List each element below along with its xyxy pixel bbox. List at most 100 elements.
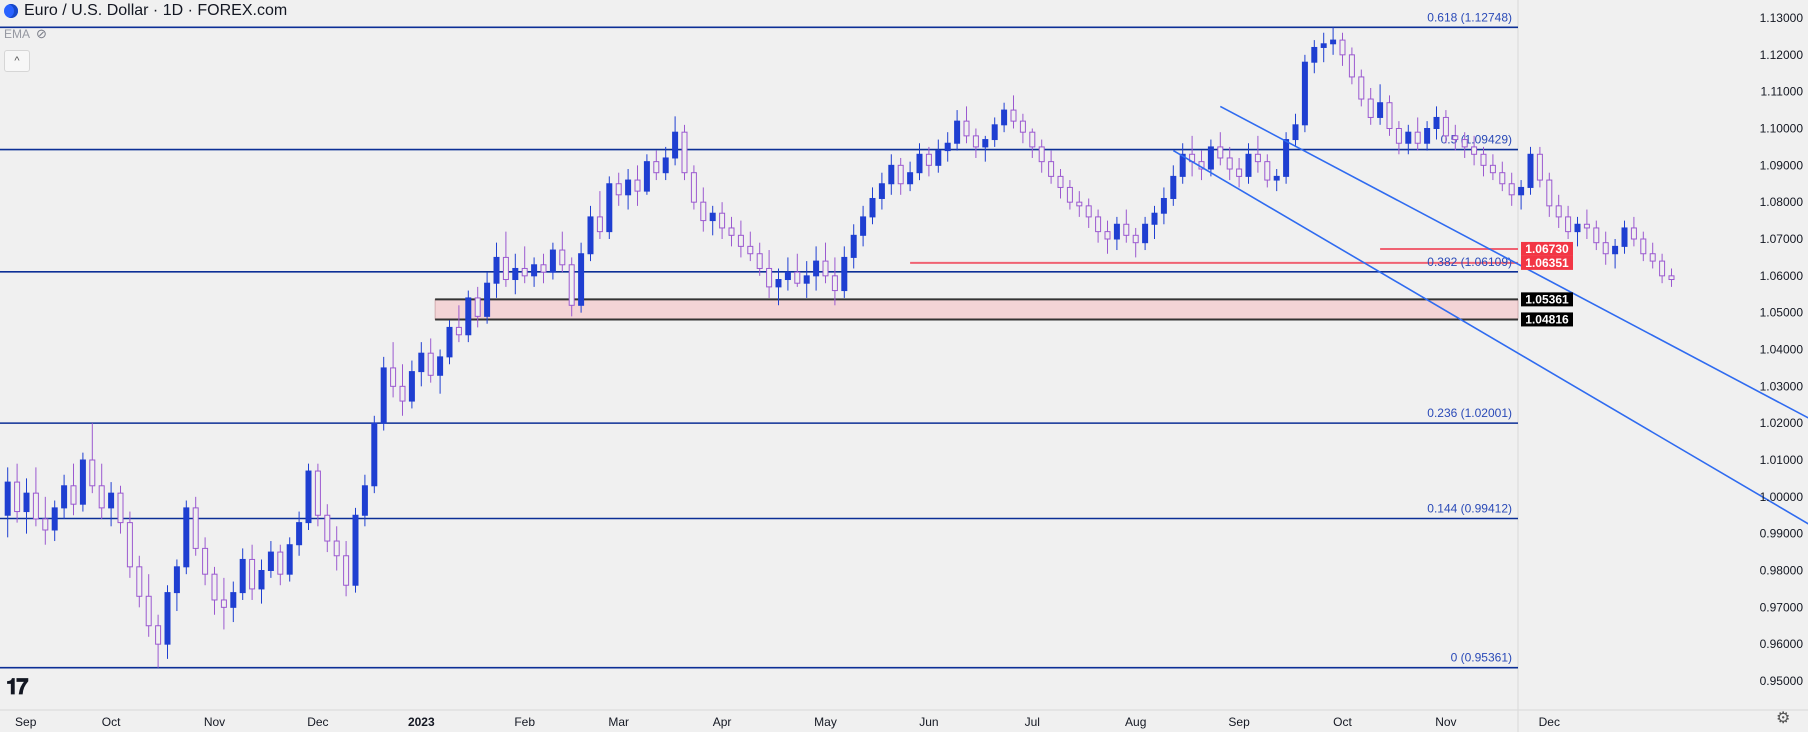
candle-body	[371, 422, 378, 487]
candle-body	[907, 172, 914, 185]
candle-body	[79, 459, 86, 505]
candle-body	[1273, 175, 1280, 181]
candle-body	[1066, 186, 1073, 203]
candle-body	[249, 558, 256, 590]
candle-body	[784, 271, 791, 281]
candle-body	[1442, 116, 1449, 137]
candle-body	[277, 551, 284, 575]
chart-header: Euro / U.S. Dollar · 1D · FOREX.com	[4, 2, 287, 20]
candle-body	[136, 566, 143, 597]
candle-body	[484, 282, 491, 317]
candle-body	[1142, 223, 1149, 244]
candle-body	[935, 150, 942, 166]
candle-body	[728, 227, 735, 236]
candle-body	[390, 367, 397, 387]
candle-body	[747, 245, 754, 255]
y-tick-label: 1.00000	[1760, 490, 1804, 504]
tradingview-logo: 𝟏𝟕	[6, 674, 29, 699]
candle-body	[192, 507, 199, 549]
candle-body	[61, 485, 68, 509]
candle-body	[925, 153, 932, 166]
price-scale-area[interactable]	[1518, 0, 1808, 732]
candle-body	[239, 558, 246, 594]
candle-body	[700, 201, 707, 222]
candle-body	[578, 253, 585, 306]
candle-body	[512, 267, 519, 281]
candle-body	[596, 216, 603, 233]
candle-body	[672, 131, 679, 159]
candle-body	[4, 481, 11, 516]
candle-body	[615, 183, 622, 196]
candle-body	[709, 212, 716, 222]
x-tick-label: 2023	[408, 715, 435, 729]
symbol-flag-icon	[4, 4, 18, 18]
candle-body	[559, 249, 566, 266]
candle-body	[493, 256, 500, 284]
candle-body	[446, 326, 453, 358]
price-badge-label: 1.04816	[1525, 312, 1569, 326]
candle-body	[183, 507, 190, 568]
candle-body	[211, 573, 218, 601]
candle-body	[380, 367, 387, 424]
candle-body	[305, 470, 312, 524]
x-tick-label: Nov	[1435, 715, 1456, 729]
candle-body	[1311, 46, 1318, 63]
y-tick-label: 1.10000	[1760, 122, 1804, 136]
fib-level-label: 0 (0.95361)	[1451, 651, 1512, 665]
candle-body	[1236, 168, 1243, 177]
settings-gear-icon[interactable]: ⚙	[1776, 710, 1791, 727]
candle-body	[878, 183, 885, 199]
x-tick-label: Feb	[514, 715, 535, 729]
candle-body	[437, 356, 444, 376]
candle-body	[1132, 234, 1139, 244]
candle-body	[1254, 153, 1261, 163]
descending-channel-line	[1219, 105, 1808, 419]
candle-body	[1565, 216, 1572, 233]
candle-body	[1424, 128, 1431, 144]
candle-body	[230, 592, 237, 608]
y-tick-label: 1.07000	[1760, 232, 1804, 246]
candle-body	[775, 279, 782, 288]
candle-body	[1160, 197, 1167, 214]
candle-body	[944, 142, 951, 152]
candle-body	[1217, 146, 1224, 159]
indicator-row[interactable]: EMA ⊘	[4, 26, 47, 42]
candle-body	[822, 260, 829, 277]
candle-body	[23, 492, 30, 513]
descending-channel-line	[1172, 149, 1808, 525]
candle-body	[1076, 201, 1083, 207]
candle-body	[841, 256, 848, 292]
candle-body	[1245, 153, 1252, 177]
candle-body	[794, 271, 801, 284]
y-tick-label: 0.97000	[1760, 600, 1804, 614]
candle-body	[1320, 43, 1327, 48]
candle-body	[1358, 76, 1365, 100]
candle-body	[1264, 161, 1271, 181]
hidden-eye-icon[interactable]: ⊘	[36, 26, 47, 41]
candle-body	[869, 197, 876, 218]
x-tick-label: May	[814, 715, 837, 729]
candle-body	[1574, 223, 1581, 233]
candle-body	[427, 352, 434, 376]
candle-body	[1386, 102, 1393, 129]
candle-body	[117, 492, 124, 524]
candle-body	[1593, 227, 1600, 244]
candle-body	[220, 599, 227, 608]
candle-body	[1019, 120, 1026, 133]
candle-body	[756, 253, 763, 269]
candle-body	[1649, 253, 1656, 262]
candle-body	[549, 249, 556, 273]
x-tick-label: Oct	[1333, 715, 1352, 729]
candle-body	[324, 514, 331, 542]
candle-body	[286, 544, 293, 575]
candle-body	[1405, 131, 1412, 144]
candle-body	[1452, 135, 1459, 141]
candle-body	[1377, 102, 1384, 118]
collapse-button[interactable]: ^	[4, 50, 30, 72]
candle-body	[1367, 98, 1374, 118]
candle-body	[1461, 139, 1468, 148]
candle-body	[1038, 146, 1045, 163]
candle-body	[98, 485, 105, 509]
y-tick-label: 0.95000	[1760, 674, 1804, 688]
